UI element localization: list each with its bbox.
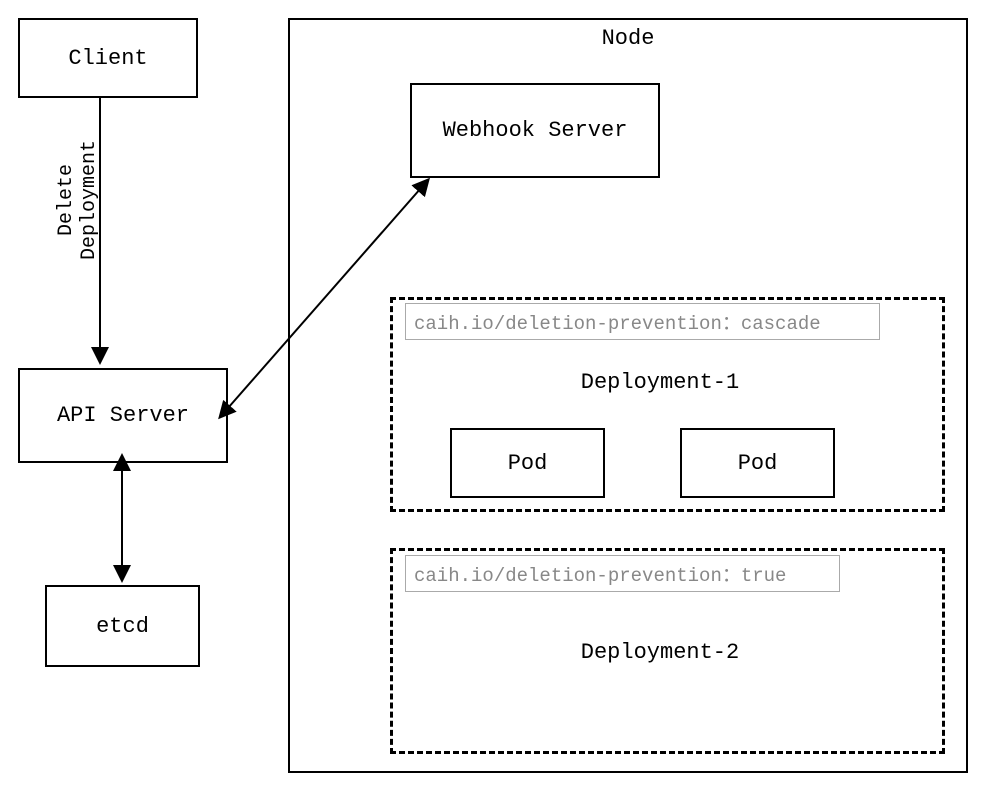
api-server-label: API Server bbox=[57, 403, 189, 428]
etcd-box: etcd bbox=[45, 585, 200, 667]
deployment-2-annotation: caih.io/deletion-prevention：true bbox=[405, 555, 840, 592]
edge-label-line2: Deployment bbox=[78, 140, 101, 260]
api-server-box: API Server bbox=[18, 368, 228, 463]
etcd-label: etcd bbox=[96, 614, 149, 639]
deployment-1-annotation: caih.io/deletion-prevention：cascade bbox=[405, 303, 880, 340]
webhook-server-label: Webhook Server bbox=[443, 118, 628, 143]
deployment-2-title: Deployment-2 bbox=[560, 640, 760, 665]
pod-1-label: Pod bbox=[508, 451, 548, 476]
webhook-server-box: Webhook Server bbox=[410, 83, 660, 178]
node-title: Node bbox=[602, 26, 655, 51]
client-box: Client bbox=[18, 18, 198, 98]
edge-client-api-label: Delete Deployment bbox=[55, 140, 101, 260]
deployment-2-annotation-text: caih.io/deletion-prevention：true bbox=[414, 565, 786, 587]
deployment-1-title: Deployment-1 bbox=[560, 370, 760, 395]
edge-label-line1: Delete bbox=[55, 164, 78, 236]
pod-2-box: Pod bbox=[680, 428, 835, 498]
pod-2-label: Pod bbox=[738, 451, 778, 476]
client-label: Client bbox=[68, 46, 147, 71]
pod-1-box: Pod bbox=[450, 428, 605, 498]
deployment-1-annotation-text: caih.io/deletion-prevention：cascade bbox=[414, 313, 821, 335]
